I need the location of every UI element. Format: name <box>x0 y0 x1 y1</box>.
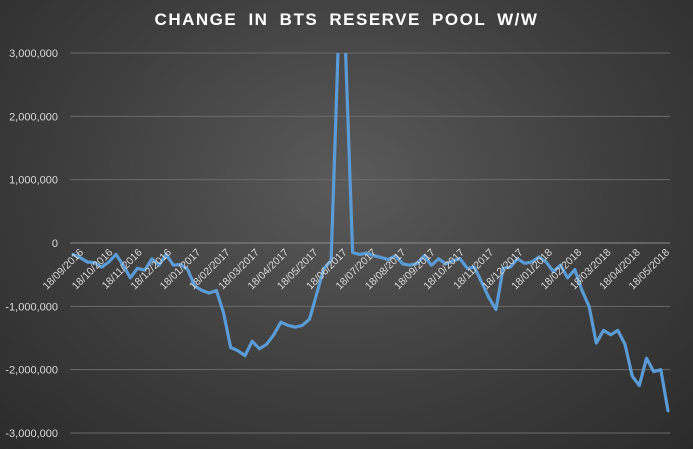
data-point <box>301 324 304 327</box>
y-tick-label: 2,000,000 <box>9 111 58 123</box>
y-axis-ticks: 3,000,000 2,000,000 1,000,000 0 -1,000,000 -2… <box>5 48 58 440</box>
data-point <box>602 329 605 332</box>
data-point <box>100 265 103 269</box>
data-point <box>114 253 118 256</box>
data-point <box>487 296 490 299</box>
data-point <box>609 333 612 336</box>
y-tick-label: -1,000,000 <box>5 301 58 313</box>
data-point <box>365 251 369 255</box>
data-point <box>616 329 619 332</box>
data-point <box>372 254 376 257</box>
chart-title: CHANGE IN BTS RESERVE POOL W/W <box>154 10 539 29</box>
data-point <box>652 370 655 373</box>
data-point <box>473 265 476 269</box>
data-point <box>430 264 433 267</box>
data-point <box>537 255 541 259</box>
data-point <box>165 253 168 256</box>
data-point <box>294 326 297 329</box>
data-point <box>437 257 440 260</box>
data-point <box>509 265 512 269</box>
data-point <box>401 262 404 266</box>
y-tick-label: -2,000,000 <box>5 365 58 377</box>
data-point <box>530 260 533 264</box>
data-point <box>458 257 462 260</box>
data-point <box>659 368 662 371</box>
data-point <box>200 289 204 292</box>
data-point <box>79 256 82 259</box>
data-point <box>415 262 419 265</box>
data-point <box>466 267 469 270</box>
data-point <box>423 254 426 257</box>
data-point <box>258 347 261 350</box>
data-point <box>494 308 498 311</box>
data-point <box>215 289 218 292</box>
data-point <box>566 276 569 279</box>
data-point <box>552 270 555 273</box>
data-point <box>394 254 397 257</box>
data-point <box>315 292 318 295</box>
data-point <box>451 259 455 262</box>
gridlines <box>70 52 670 434</box>
data-point <box>93 261 96 264</box>
data-point <box>480 281 483 284</box>
data-point <box>623 343 627 346</box>
data-point <box>580 289 584 292</box>
data-point <box>329 259 333 262</box>
data-point <box>265 343 268 346</box>
data-point <box>243 354 247 357</box>
data-point <box>150 257 154 260</box>
data-point <box>122 264 125 267</box>
data-point <box>286 324 290 327</box>
data-point <box>523 262 526 265</box>
data-point <box>631 374 634 378</box>
data-point <box>107 260 111 264</box>
data-point <box>638 384 641 387</box>
data-point <box>587 305 591 308</box>
y-tick-label: 3,000,000 <box>9 48 58 60</box>
data-point <box>251 340 254 343</box>
data-point <box>322 267 326 270</box>
data-point <box>380 256 383 259</box>
data-point <box>559 264 562 267</box>
data-point <box>516 257 519 260</box>
data-point <box>136 267 139 270</box>
data-point <box>645 357 648 360</box>
data-point <box>308 317 311 321</box>
data-point <box>344 46 346 48</box>
data-point <box>387 258 390 261</box>
data-point <box>222 311 225 314</box>
data-point <box>86 260 89 264</box>
data-point <box>157 264 161 267</box>
y-tick-label: 0 <box>52 238 58 250</box>
data-point <box>666 409 670 412</box>
data-point <box>595 341 598 345</box>
data-point <box>279 321 283 324</box>
data-point <box>143 269 146 272</box>
y-tick-label: 1,000,000 <box>9 175 58 187</box>
series-layer <box>71 46 670 413</box>
data-point <box>337 46 339 48</box>
data-point <box>172 264 175 267</box>
data-point <box>71 253 75 256</box>
data-point <box>179 263 182 266</box>
series-line <box>71 53 670 413</box>
data-point <box>272 333 275 336</box>
data-point <box>444 262 447 266</box>
y-tick-label: -3,000,000 <box>5 428 58 440</box>
data-point <box>358 253 361 256</box>
data-point <box>193 284 197 288</box>
data-point <box>236 349 240 352</box>
data-point <box>351 251 354 254</box>
data-point <box>408 264 412 267</box>
data-point <box>544 260 548 264</box>
data-point <box>501 267 505 270</box>
data-point <box>186 268 189 271</box>
data-point <box>573 268 576 271</box>
data-point <box>229 346 232 349</box>
data-point <box>208 291 211 295</box>
data-point <box>129 276 132 279</box>
